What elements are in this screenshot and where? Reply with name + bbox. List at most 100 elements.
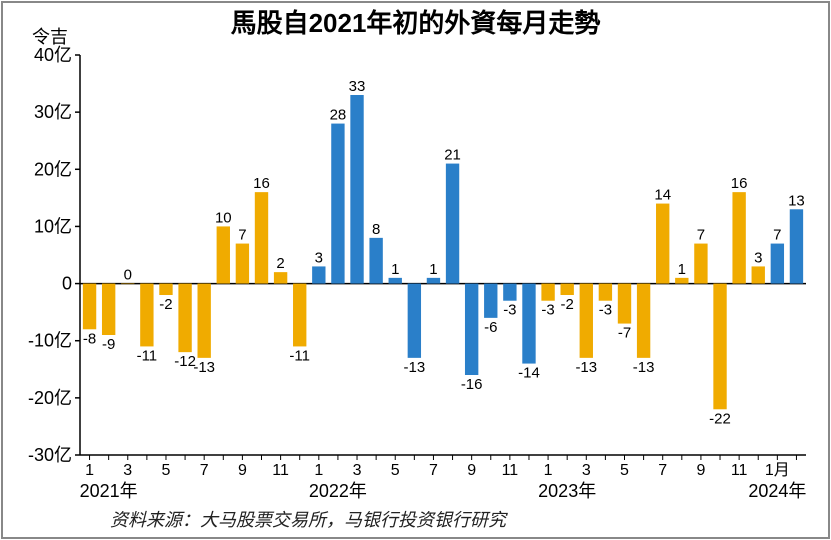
bar (599, 284, 612, 301)
bar-value-label: -13 (403, 359, 425, 376)
bar (752, 266, 765, 283)
bar-value-label: 33 (349, 78, 366, 95)
x-tick-label: 9 (467, 462, 476, 479)
x-tick-label: 1月 (765, 462, 790, 479)
bar-value-label: 7 (238, 227, 246, 244)
bar-value-label: -13 (193, 359, 215, 376)
x-tick-label: 5 (620, 462, 629, 479)
bar-value-label: 13 (788, 192, 805, 209)
bar-value-label: 16 (253, 175, 270, 192)
bar-value-label: 8 (372, 221, 380, 238)
bar (140, 284, 153, 347)
bar (255, 192, 268, 283)
bar (217, 226, 230, 283)
x-tick-label: 7 (658, 462, 667, 479)
bar (369, 238, 382, 284)
bar-value-label: 1 (678, 261, 686, 278)
x-tick-label: 3 (123, 462, 132, 479)
bar-value-label: 21 (444, 147, 461, 164)
x-tick-label: 9 (238, 462, 247, 479)
bar-value-label: -6 (484, 319, 497, 336)
bar (637, 284, 650, 358)
bar (580, 284, 593, 358)
y-tick-label: -10亿 (28, 331, 72, 351)
bar-value-label: 3 (315, 249, 323, 266)
source-label: 资料来源：大马股票交易所，马银行投资银行研究 (110, 510, 508, 530)
bar (274, 272, 287, 283)
bar (389, 278, 402, 284)
bar-value-label: 3 (754, 249, 762, 266)
bar (197, 284, 210, 358)
y-tick-label: 20亿 (34, 159, 72, 179)
bar-value-label: -3 (541, 302, 554, 319)
chart-title: 馬股自2021年初的外資每月走勢 (231, 8, 601, 38)
bar (618, 284, 631, 324)
bar-value-label: 28 (330, 107, 347, 124)
bar-value-label: 7 (697, 227, 705, 244)
bar-value-label: -22 (709, 410, 731, 427)
bar-value-label: 10 (215, 209, 232, 226)
bar-value-label: 2 (276, 255, 284, 272)
bar-value-label: 16 (731, 175, 748, 192)
x-tick-label: 7 (200, 462, 209, 479)
bar (178, 284, 191, 353)
bar-value-label: -3 (599, 302, 612, 319)
bar-value-label: -2 (561, 296, 574, 313)
y-tick-label: 30亿 (34, 102, 72, 122)
bar (771, 244, 784, 284)
bar (541, 284, 554, 301)
y-axis-label: 令吉 (32, 27, 68, 47)
x-tick-label: 3 (582, 462, 591, 479)
bar (427, 278, 440, 284)
year-label: 2023年 (538, 481, 596, 501)
bar (694, 244, 707, 284)
x-tick-label: 11 (272, 462, 289, 479)
bar (331, 124, 344, 284)
bar (522, 284, 535, 364)
x-tick-label: 5 (391, 462, 400, 479)
bar (159, 284, 172, 295)
bar (732, 192, 745, 283)
bar-value-label: 1 (429, 261, 437, 278)
bar (790, 209, 803, 283)
bar-value-label: 14 (654, 187, 671, 204)
x-tick-label: 3 (353, 462, 362, 479)
bar-value-label: -3 (503, 302, 516, 319)
bar-value-label: -11 (137, 347, 158, 364)
bar (465, 284, 478, 375)
bar-value-label: 0 (124, 267, 132, 284)
x-tick-label: 7 (429, 462, 438, 479)
y-tick-label: 10亿 (34, 216, 72, 236)
bar (102, 284, 115, 335)
bar (503, 284, 516, 301)
x-tick-label: 11 (731, 462, 748, 479)
chart-container: 馬股自2021年初的外資每月走勢令吉 -30亿 -20亿 -10亿 0 10亿 20亿 30亿… (0, 0, 831, 540)
year-label: 2021年 (80, 481, 138, 501)
x-tick-label: 11 (502, 462, 519, 479)
bar-value-label: -7 (618, 325, 631, 342)
bar (446, 164, 459, 284)
y-tick-label: 40亿 (34, 45, 72, 65)
bar-value-label: -13 (633, 359, 655, 376)
bar-value-label: 1 (391, 261, 399, 278)
y-tick-label: -30亿 (28, 445, 72, 465)
bar-value-label: -8 (83, 330, 96, 347)
bar-value-label: -13 (575, 359, 597, 376)
x-tick-label: 1 (85, 462, 94, 479)
year-label: 2024年 (748, 481, 806, 501)
bar-value-label: -14 (518, 365, 540, 382)
bar (236, 244, 249, 284)
bar (675, 278, 688, 284)
x-tick-label: 5 (162, 462, 171, 479)
bar (350, 95, 363, 284)
bar (293, 284, 306, 347)
y-tick-label: -20亿 (28, 388, 72, 408)
bar (408, 284, 421, 358)
bar (713, 284, 726, 410)
bar (560, 284, 573, 295)
x-tick-label: 1 (314, 462, 323, 479)
bar (121, 284, 134, 285)
bar (484, 284, 497, 318)
bar (312, 266, 325, 283)
y-tick-label: 0 (62, 274, 72, 294)
